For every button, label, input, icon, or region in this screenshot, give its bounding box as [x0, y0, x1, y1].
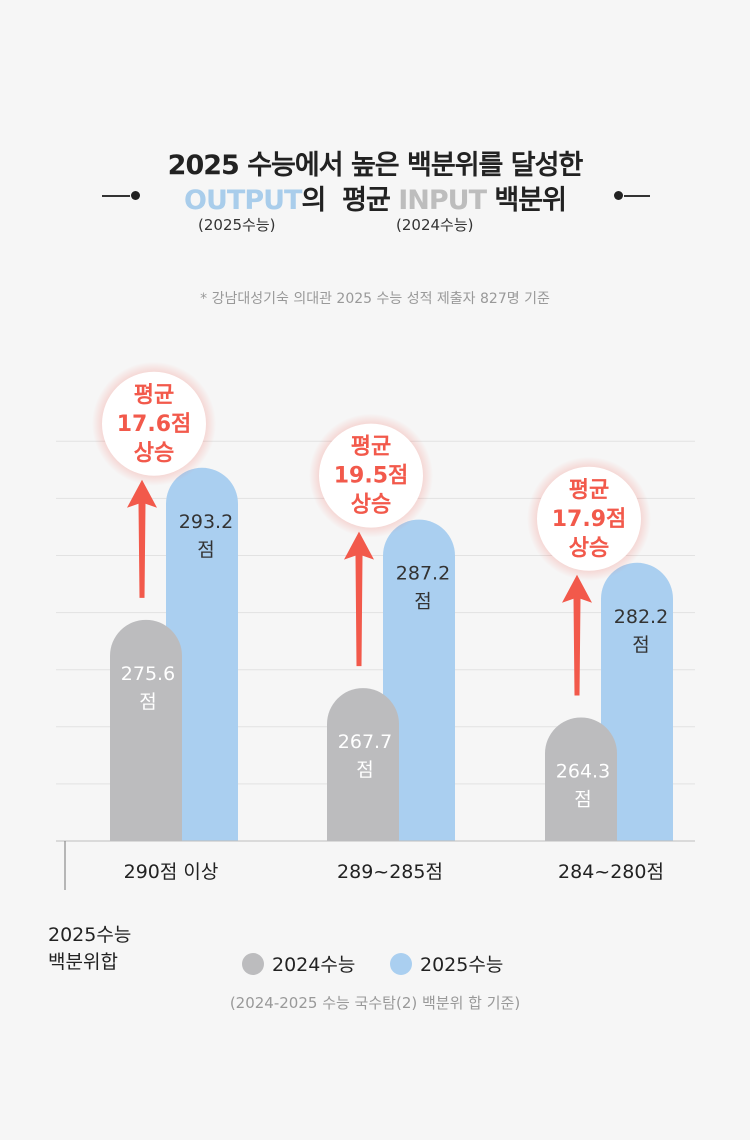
- input-word: INPUT: [398, 185, 487, 216]
- avg-word: 평균: [342, 185, 391, 216]
- data-label-2024-0-unit: 점: [139, 691, 156, 713]
- data-label-2024-1: 267.7: [338, 731, 392, 753]
- badge-circle-2: [537, 466, 641, 571]
- bar-2024-1: [327, 688, 399, 841]
- bar-2024-2: [545, 717, 617, 841]
- data-label-2025-2: 282.2: [614, 606, 668, 628]
- badge-text-2-1: 17.9점: [552, 507, 627, 532]
- data-label-2025-0-unit: 점: [197, 539, 214, 561]
- bar-chart: 293.2 점 275.6 점 287.2 점 267.7 점 282.2 점 264.3 점 평균 1…: [56, 361, 695, 890]
- legend-item-2025: 2025수능: [390, 950, 503, 977]
- data-label-2025-1-unit: 점: [414, 591, 431, 613]
- badge-circle-1: [319, 423, 423, 528]
- badge-text-2-0: 평균: [569, 478, 609, 503]
- legend-swatch-2024: [242, 952, 264, 975]
- badge-text-0-2: 상승: [134, 441, 174, 466]
- data-basis-note: (2024-2025 수능 국수탐(2) 백분위 합 기준): [229, 994, 521, 1012]
- data-label-2025-0: 293.2: [179, 511, 233, 533]
- x-tick-label-1: 289~285점: [337, 861, 443, 883]
- bar-2025-2: [601, 562, 673, 841]
- title-right-dot: [614, 191, 623, 200]
- badge-text-0-0: 평균: [134, 383, 174, 408]
- chart-title-line2: OUTPUT의 평균 INPUT 백분위: [0, 178, 750, 217]
- sample-note: * 강남대성기숙 의대관 2025 수능 성적 제출자 827명 기준: [200, 291, 550, 307]
- data-label-2024-2: 264.3: [556, 760, 610, 782]
- badge-text-1-2: 상승: [351, 493, 391, 518]
- input-subtitle: (2024수능): [396, 216, 474, 234]
- title-left-rule: [102, 195, 130, 197]
- legend-item-2024: 2024수능: [242, 950, 355, 977]
- chart-title-line1: 2025 수능에서 높은 백분위를 달성한: [167, 150, 584, 181]
- bar-2025-0: [166, 467, 238, 841]
- legend-swatch-2025: [390, 952, 412, 975]
- data-label-2024-2-unit: 점: [574, 788, 591, 810]
- data-label-2024-0: 275.6: [121, 663, 175, 685]
- y-axis-label-line1: 2025수능: [48, 924, 132, 946]
- badge-text-1-1: 19.5점: [334, 464, 409, 489]
- increase-arrow-0: [127, 479, 157, 598]
- bar-2024-0: [110, 619, 182, 841]
- badge-circle-0: [102, 371, 206, 476]
- data-label-2024-1-unit: 점: [356, 759, 373, 781]
- output-suffix: 의: [301, 185, 326, 216]
- badge-text-1-0: 평균: [351, 435, 391, 460]
- output-word: OUTPUT: [184, 185, 302, 216]
- title-left-dot: [131, 191, 140, 200]
- badge-text-2-2: 상승: [569, 536, 609, 561]
- title-right-rule: [624, 195, 650, 197]
- data-label-2025-2-unit: 점: [632, 634, 649, 656]
- increase-arrow-2: [562, 574, 592, 696]
- badge-text-0-1: 17.6점: [117, 412, 192, 437]
- legend-label-2024: 2024수능: [272, 954, 356, 976]
- y-axis-label: 2025수능 백분위합: [48, 922, 131, 976]
- increase-arrow-1: [344, 531, 374, 667]
- input-suffix: 백분위: [494, 185, 567, 216]
- legend-label-2025: 2025수능: [420, 954, 504, 976]
- data-label-2025-1: 287.2: [396, 563, 450, 585]
- x-tick-label-2: 284~280점: [558, 861, 664, 883]
- output-subtitle: (2025수능): [198, 216, 276, 234]
- x-tick-label-0: 290점 이상: [123, 861, 219, 883]
- bar-2025-1: [383, 519, 455, 841]
- y-axis-label-line2: 백분위합: [48, 951, 118, 973]
